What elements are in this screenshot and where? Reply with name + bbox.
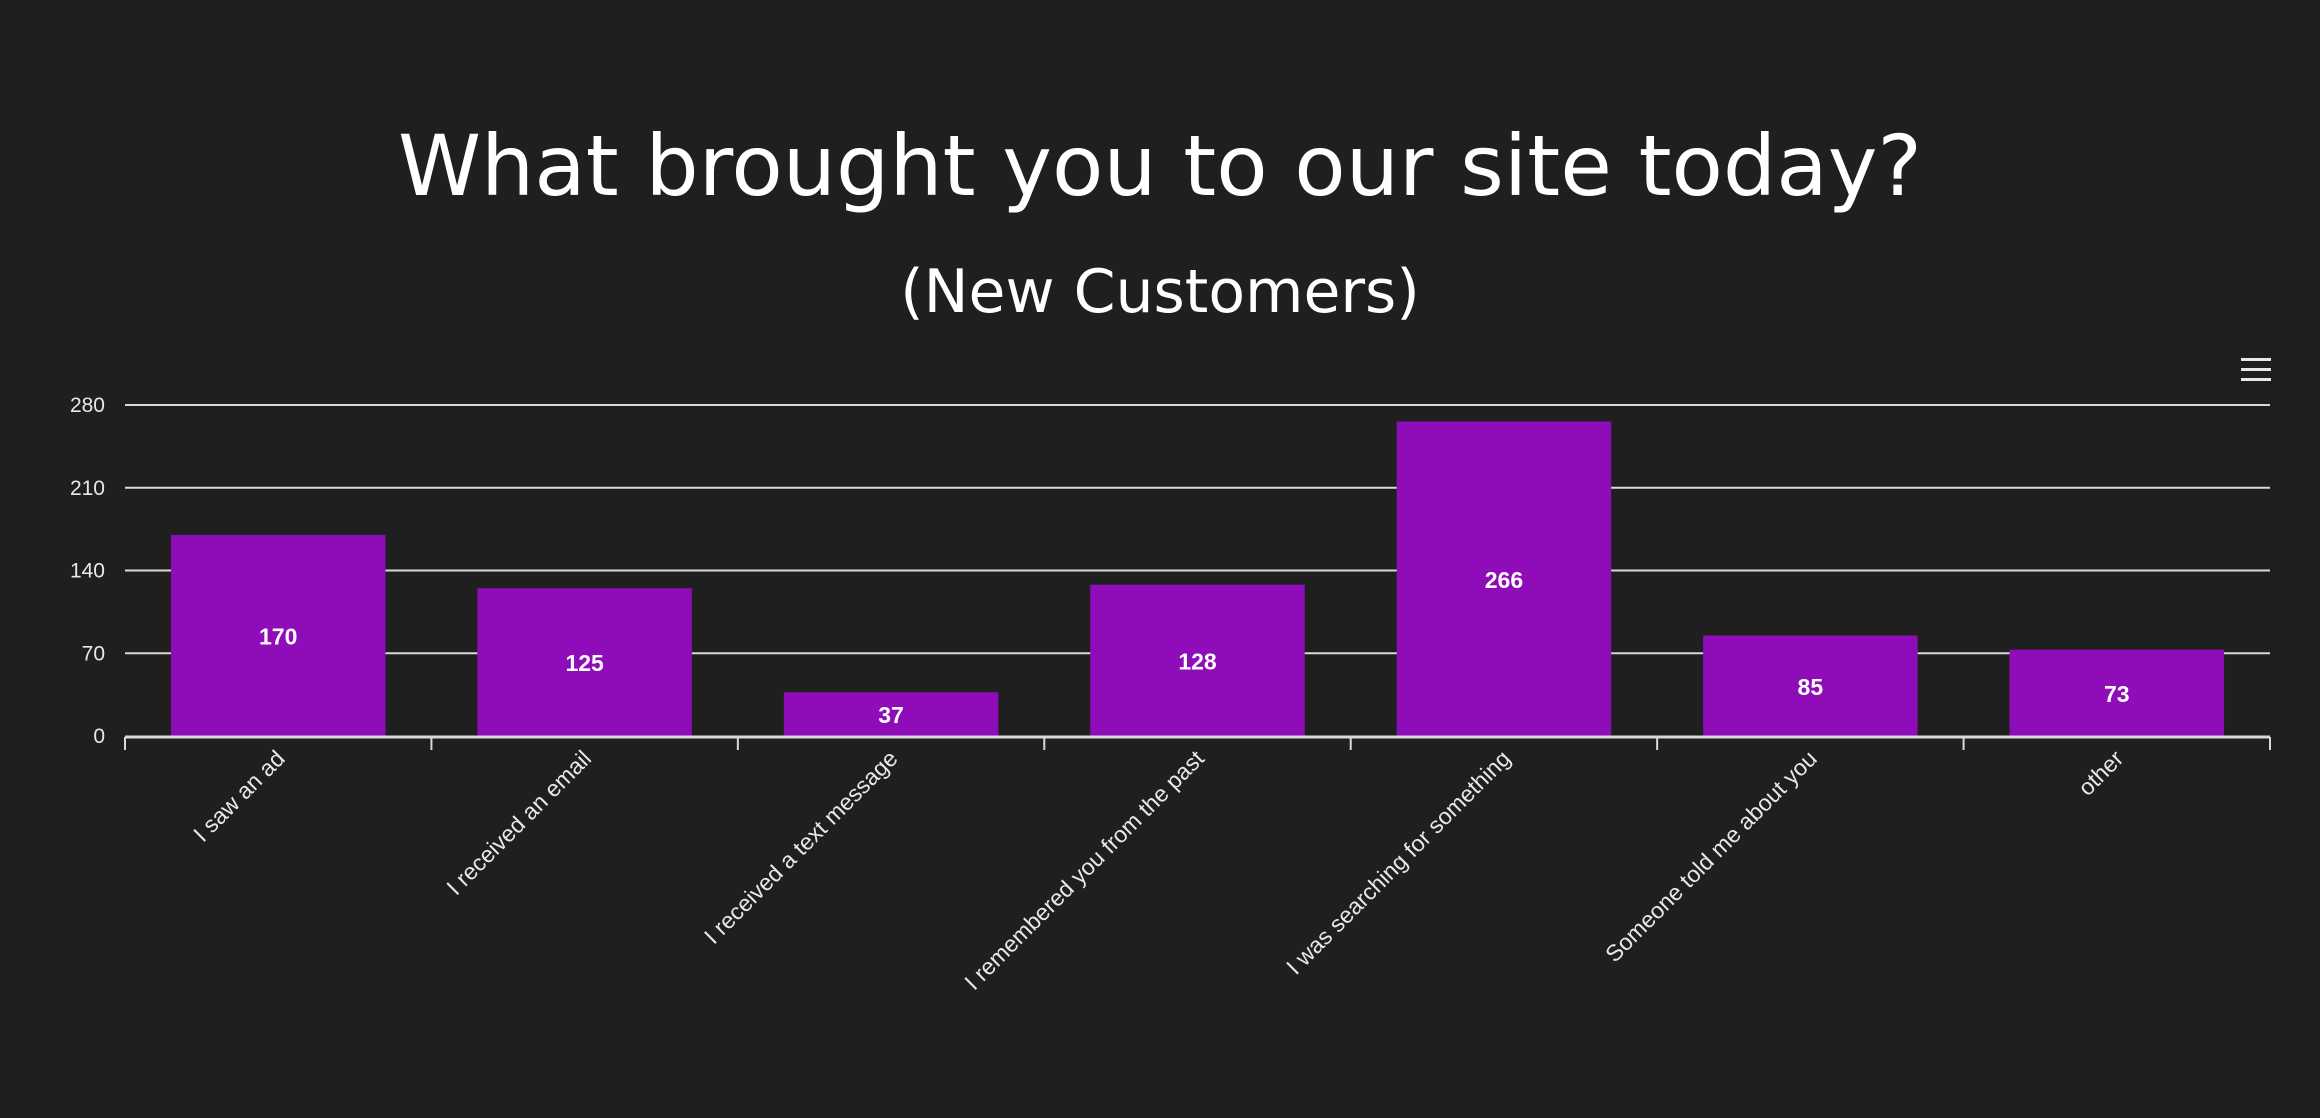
- bar[interactable]: [1703, 635, 1918, 736]
- data-labels: 170 125 37 128 266 85 73: [259, 567, 2130, 728]
- hamburger-menu-icon: [2241, 358, 2271, 381]
- y-axis: 0 70 140 210 280: [70, 394, 105, 748]
- y-tick-label: 210: [70, 477, 105, 500]
- bars: [170, 421, 2225, 736]
- data-label: 85: [1798, 674, 1824, 700]
- data-label: 73: [2104, 681, 2130, 707]
- y-tick-label: 140: [70, 560, 105, 583]
- bar[interactable]: [2009, 649, 2225, 736]
- y-tick-label: 0: [93, 725, 105, 748]
- bar[interactable]: [1396, 421, 1612, 736]
- data-label: 128: [1178, 648, 1217, 674]
- bar[interactable]: [477, 588, 692, 736]
- data-label: 125: [565, 650, 604, 676]
- y-tick-label: 70: [82, 642, 105, 665]
- bar[interactable]: [1090, 584, 1305, 736]
- data-label: 37: [878, 702, 904, 728]
- data-label: 266: [1485, 567, 1523, 593]
- bar[interactable]: [783, 692, 999, 736]
- y-tick-label: 280: [70, 394, 105, 417]
- chart-title: What brought you to our site today?: [398, 117, 1922, 215]
- bar[interactable]: [170, 535, 386, 736]
- data-label: 170: [259, 624, 297, 650]
- chart-menu-button[interactable]: [2234, 352, 2278, 388]
- chart-subtitle: (New Customers): [900, 257, 1419, 327]
